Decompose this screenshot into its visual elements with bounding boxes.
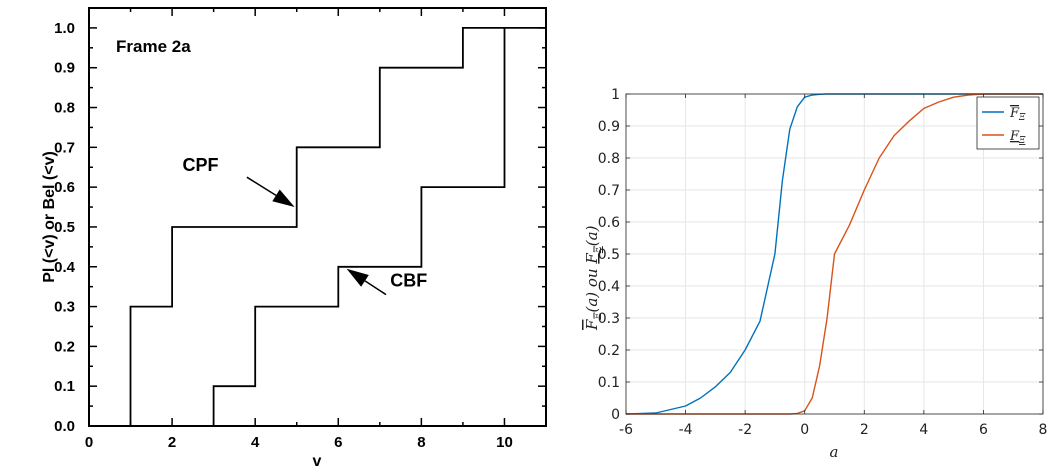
right-x-tick-label: -6 bbox=[619, 422, 633, 438]
left-y-tick-label: 0.3 bbox=[54, 299, 75, 316]
left-y-tick-label: 0.1 bbox=[54, 378, 75, 395]
right-y-tick-label: 0.1 bbox=[598, 375, 620, 391]
left-x-tick-label: 8 bbox=[417, 434, 425, 451]
right-legend-box bbox=[976, 96, 1040, 150]
left-annotation-cpf: CPF bbox=[182, 155, 218, 175]
left-x-axis-label: v bbox=[313, 453, 322, 468]
left-chart: 0 2 4 6 8 10 0.0 0.1 0.2 0.3 0.4 0.5 0.6 0.7 0.8 0.9 1.0… bbox=[41, 7, 547, 468]
left-x-tick-label: 6 bbox=[334, 434, 342, 451]
right-y-tick-label: 0 bbox=[611, 407, 620, 423]
right-x-tick-label: 8 bbox=[1039, 422, 1048, 438]
right-series-lower-cdf bbox=[626, 93, 1043, 415]
left-frame-label: Frame 2a bbox=[116, 37, 191, 56]
left-y-tick-label: 1.0 bbox=[54, 20, 75, 37]
right-y-tick-label: 0.3 bbox=[598, 311, 620, 327]
left-y-tick-label: 0.6 bbox=[54, 179, 75, 196]
right-y-tick-label: 1 bbox=[611, 87, 620, 103]
left-y-tick-label: 0.9 bbox=[54, 60, 75, 77]
left-x-tick-label: 0 bbox=[85, 434, 93, 451]
right-x-tick-label: -4 bbox=[679, 422, 693, 438]
left-annotation-arrow-shaft bbox=[364, 280, 387, 296]
left-y-tick-label: 0.2 bbox=[54, 338, 75, 355]
right-legend-entry: FΞ bbox=[1009, 129, 1026, 146]
right-y-tick-label: 0.6 bbox=[598, 215, 620, 231]
left-annotation-cbf: CBF bbox=[390, 271, 427, 291]
left-y-tick-label: 0.8 bbox=[54, 100, 75, 117]
left-y-tick-label: 0.7 bbox=[54, 139, 75, 156]
left-series-cbf bbox=[212, 27, 506, 426]
right-x-tick-label: 6 bbox=[979, 422, 988, 438]
left-plot-frame bbox=[88, 7, 547, 427]
right-x-axis-label: a bbox=[830, 443, 839, 461]
right-y-tick-label: 0.4 bbox=[598, 279, 620, 295]
left-series-cpf bbox=[129, 27, 546, 426]
right-y-axis-label-text: FΞ(a) ou FΞ(a) bbox=[583, 225, 604, 331]
left-y-tick-label: 0.5 bbox=[54, 219, 75, 236]
right-x-tick-label: 4 bbox=[919, 422, 928, 438]
left-y-tick-label: 0.0 bbox=[54, 418, 75, 435]
left-y-axis-label: Pl (<v) or Bel (<v) bbox=[41, 151, 58, 283]
left-x-tick-label: 10 bbox=[496, 434, 513, 451]
left-x-tick-label: 4 bbox=[251, 434, 260, 451]
right-y-axis-label: FΞ(a) ou FΞ(a) bbox=[583, 225, 604, 331]
right-y-tick-label: 0.2 bbox=[598, 343, 620, 359]
left-y-tick-label: 0.4 bbox=[54, 259, 76, 276]
right-y-tick-label: 0.7 bbox=[598, 183, 620, 199]
right-legend-entry: FΞ bbox=[1009, 106, 1026, 123]
left-annotation-arrow-head bbox=[346, 268, 369, 287]
right-x-tick-label: 0 bbox=[800, 422, 809, 438]
right-x-tick-label: -2 bbox=[738, 422, 752, 438]
left-annotation-arrow-head bbox=[272, 189, 295, 207]
right-y-tick-label: 0.9 bbox=[598, 119, 620, 135]
right-y-tick-label: 0.5 bbox=[598, 247, 620, 263]
right-y-tick-label: 0.8 bbox=[598, 151, 620, 167]
right-x-tick-label: 2 bbox=[860, 422, 869, 438]
right-legend: FΞ FΞ bbox=[976, 96, 1040, 150]
left-x-tick-label: 2 bbox=[168, 434, 176, 451]
left-annotation-arrow-shaft bbox=[246, 176, 277, 197]
right-chart: -6 -4 -2 0 2 4 6 8 0 0.1 0.2 0.3 0.4 0.5 0.6 0.7 0.8 0.9 1… bbox=[583, 87, 1047, 461]
